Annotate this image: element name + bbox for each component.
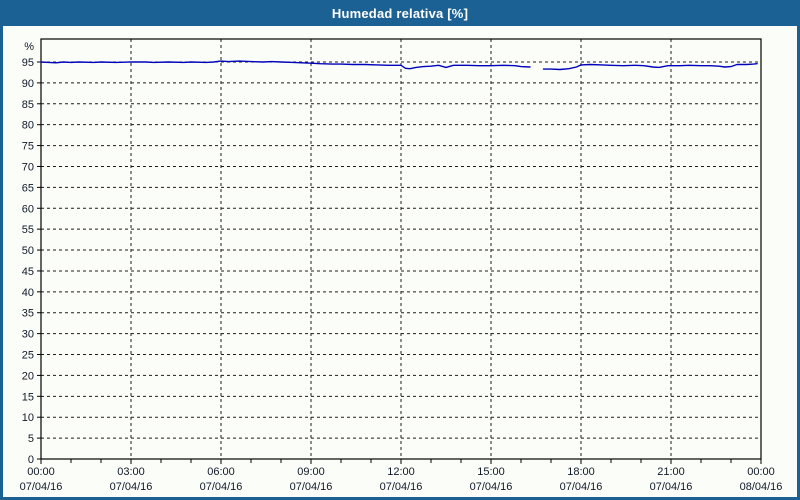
x-tick-date-label: 07/04/16 xyxy=(290,481,333,493)
y-tick-label: 25 xyxy=(22,350,34,362)
y-tick-label: 80 xyxy=(22,120,34,132)
x-tick-date-label: 07/04/16 xyxy=(110,481,153,493)
y-tick-label: 30 xyxy=(22,329,34,341)
x-tick-date-label: 07/04/16 xyxy=(470,481,513,493)
data-line xyxy=(542,63,758,71)
x-tick-date-label: 07/04/16 xyxy=(650,481,693,493)
y-tick-label: 65 xyxy=(22,182,34,194)
x-tick-date-label: 08/04/16 xyxy=(740,481,783,493)
x-tick-time-label: 09:00 xyxy=(297,466,325,478)
x-tick-time-label: 21:00 xyxy=(657,466,685,478)
x-tick-date-label: 07/04/16 xyxy=(560,481,603,493)
x-tick-time-label: 00:00 xyxy=(747,466,775,478)
x-tick-date-label: 07/04/16 xyxy=(200,481,243,493)
y-tick-label: 55 xyxy=(22,224,34,236)
y-tick-label: 10 xyxy=(22,412,34,424)
x-tick-time-label: 15:00 xyxy=(477,466,505,478)
y-tick-label: 95 xyxy=(22,57,34,69)
y-tick-label: 35 xyxy=(22,308,34,320)
y-tick-label: 85 xyxy=(22,99,34,111)
y-tick-label: 60 xyxy=(22,203,34,215)
x-tick-date-label: 07/04/16 xyxy=(380,481,423,493)
y-tick-label: 90 xyxy=(22,78,34,90)
y-tick-label: 0 xyxy=(28,454,34,466)
y-axis-unit-label: % xyxy=(24,41,34,53)
y-tick-label: 50 xyxy=(22,245,34,257)
x-tick-time-label: 00:00 xyxy=(27,466,55,478)
y-tick-label: 15 xyxy=(22,391,34,403)
y-tick-label: 45 xyxy=(22,266,34,278)
title-bar: Humedad relativa [%] xyxy=(0,0,800,26)
x-tick-time-label: 03:00 xyxy=(117,466,145,478)
x-tick-time-label: 12:00 xyxy=(387,466,415,478)
y-tick-label: 5 xyxy=(28,433,34,445)
y-tick-label: 75 xyxy=(22,141,34,153)
chart-area: 0 5 10 15 20 25 30 35 40 45 50 55 60 65 70 75 80 85 90 95% 0… xyxy=(3,26,797,497)
y-tick-label: 70 xyxy=(22,161,34,173)
data-line xyxy=(40,60,531,70)
humidity-line-chart: 0 5 10 15 20 25 30 35 40 45 50 55 60 65 70 75 80 85 90 95% 0… xyxy=(20,38,783,493)
y-tick-label: 40 xyxy=(22,287,34,299)
x-tick-date-label: 07/04/16 xyxy=(20,481,63,493)
chart-title: Humedad relativa [%] xyxy=(331,5,469,21)
x-tick-time-label: 06:00 xyxy=(207,466,235,478)
y-tick-label: 20 xyxy=(22,370,34,382)
x-tick-time-label: 18:00 xyxy=(567,466,595,478)
